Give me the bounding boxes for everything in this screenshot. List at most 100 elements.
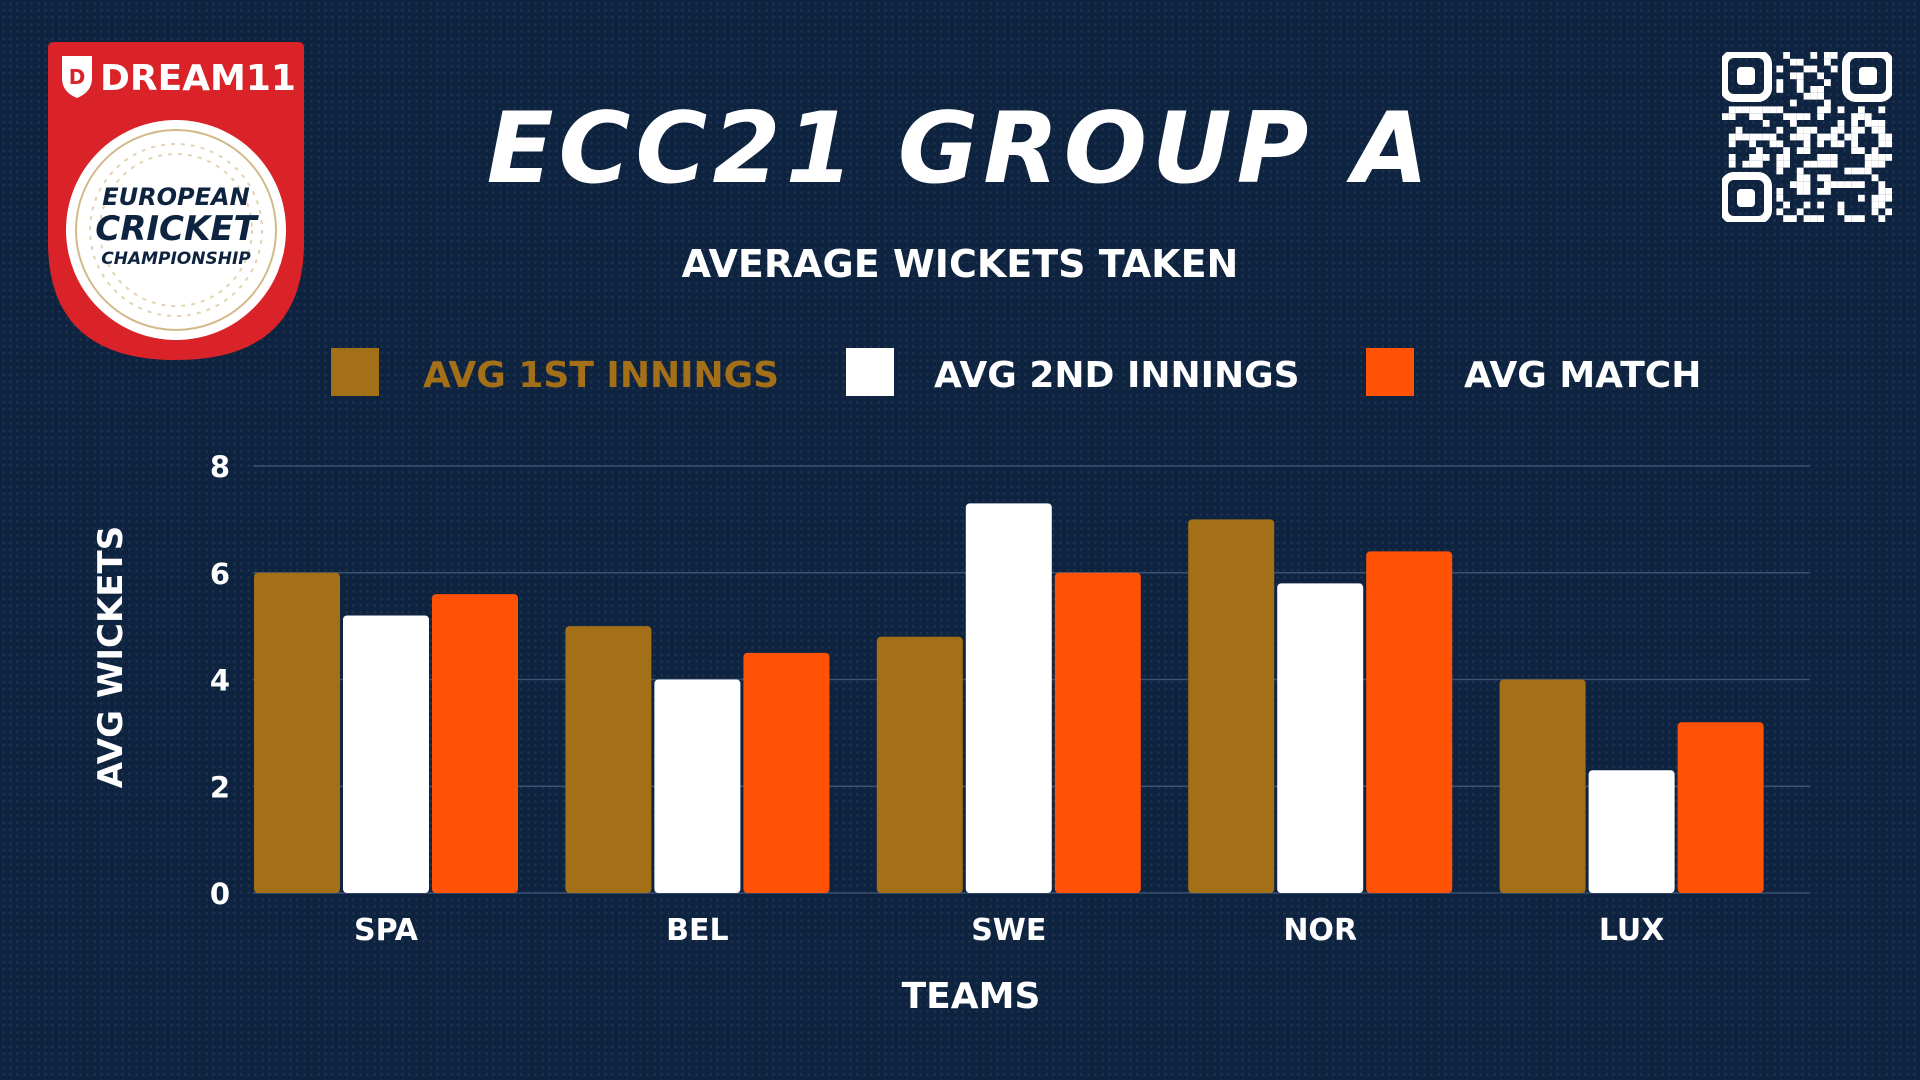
qr-module [1776, 86, 1784, 93]
qr-module [1796, 58, 1804, 66]
bar-swe-series-3 [1054, 572, 1141, 893]
qr-module [1783, 215, 1790, 222]
qr-module [1851, 147, 1858, 154]
qr-module [1803, 147, 1811, 154]
qr-module [1871, 147, 1879, 154]
qr-code-icon [1722, 52, 1892, 222]
qr-module [1803, 140, 1811, 148]
qr-module [1776, 188, 1784, 195]
chart-bars [254, 503, 1764, 893]
qr-module [1803, 188, 1811, 195]
qr-module [1878, 160, 1886, 168]
qr-module [1817, 174, 1824, 182]
qr-module [1844, 215, 1852, 222]
bar-swe-series-1 [876, 636, 963, 893]
chart-subtitle: AVERAGE WICKETS TAKEN [681, 242, 1239, 286]
qr-module [1796, 181, 1804, 188]
qr-module [1790, 120, 1797, 127]
qr-module [1878, 106, 1886, 114]
qr-module [1796, 79, 1804, 86]
qr-module [1824, 99, 1831, 107]
qr-module [1762, 120, 1770, 127]
x-tick-label: SWE [971, 913, 1046, 948]
x-axis-ticks: SPA BEL SWE NOR LUX [354, 913, 1664, 948]
x-tick-label: SPA [354, 913, 419, 948]
qr-module [1817, 188, 1824, 195]
qr-module [1796, 113, 1804, 120]
qr-module [1803, 174, 1811, 182]
qr-module [1728, 113, 1736, 120]
qr-module [1837, 201, 1845, 209]
y-tick-label: 4 [210, 664, 230, 698]
qr-module [1783, 201, 1790, 209]
qr-module [1796, 133, 1804, 141]
qr-module [1878, 126, 1886, 134]
qr-module [1817, 106, 1824, 114]
bar-spa-series-3 [432, 594, 518, 893]
x-tick-label: LUX [1599, 913, 1665, 948]
qr-module [1810, 160, 1818, 168]
qr-module [1878, 133, 1886, 141]
legend-label: AVG 2ND INNINGS [934, 355, 1300, 396]
qr-module [1824, 181, 1831, 188]
dream11-shield-icon: D [62, 56, 92, 98]
chart-legend: AVG 1ST INNINGS AVG 2ND INNINGS AVG MATCH [331, 348, 1701, 396]
bar-bel-series-3 [743, 652, 830, 893]
qr-module [1769, 140, 1777, 148]
qr-module [1817, 215, 1824, 222]
x-tick-label: NOR [1283, 913, 1357, 948]
legend-item: AVG 1ST INNINGS [331, 348, 779, 396]
qr-module [1864, 167, 1872, 175]
qr-module [1885, 154, 1892, 161]
qr-module [1803, 133, 1811, 141]
bar-spa-series-2 [343, 615, 429, 893]
bar-lux-series-2 [1588, 770, 1675, 893]
qr-module [1837, 181, 1845, 188]
logo-line-1: EUROPEAN [102, 183, 249, 211]
qr-module [1796, 167, 1804, 175]
y-tick-label: 8 [210, 450, 230, 484]
qr-module [1824, 174, 1831, 182]
page-title: ECC21 GROUP A [486, 92, 1434, 206]
qr-module [1817, 160, 1824, 168]
qr-module [1878, 154, 1886, 161]
qr-module [1871, 194, 1879, 202]
qr-module [1735, 106, 1743, 114]
qr-module [1858, 106, 1865, 114]
x-tick-label: BEL [666, 913, 728, 948]
qr-module [1824, 160, 1831, 168]
bar-bel-series-2 [654, 679, 741, 893]
qr-module [1830, 133, 1838, 141]
qr-module [1803, 215, 1811, 222]
qr-module [1735, 126, 1743, 134]
legend-item: AVG MATCH [1366, 348, 1701, 396]
qr-module [1796, 147, 1804, 154]
qr-module [1824, 79, 1831, 86]
qr-module [1830, 126, 1838, 134]
qr-module [1762, 154, 1770, 161]
qr-module [1824, 154, 1831, 161]
qr-module [1871, 201, 1879, 209]
qr-module [1728, 154, 1736, 161]
qr-module [1749, 113, 1756, 120]
qr-module [1810, 52, 1818, 59]
qr-module [1810, 86, 1818, 93]
legend-swatch [331, 348, 379, 396]
qr-module [1790, 58, 1797, 66]
qr-module [1830, 181, 1838, 188]
qr-module [1810, 126, 1818, 134]
qr-module [1871, 154, 1879, 161]
qr-module [1871, 120, 1879, 127]
qr-module [1817, 72, 1824, 80]
qr-module [1844, 181, 1852, 188]
qr-module [1824, 106, 1831, 114]
qr-module [1803, 126, 1811, 134]
qr-module [1796, 126, 1804, 134]
qr-module [1769, 133, 1777, 141]
legend-swatch [1366, 348, 1414, 396]
qr-module [1885, 188, 1892, 195]
qr-module [1756, 133, 1763, 141]
qr-module [1885, 133, 1892, 141]
qr-module [1735, 133, 1743, 141]
qr-module [1830, 140, 1838, 148]
